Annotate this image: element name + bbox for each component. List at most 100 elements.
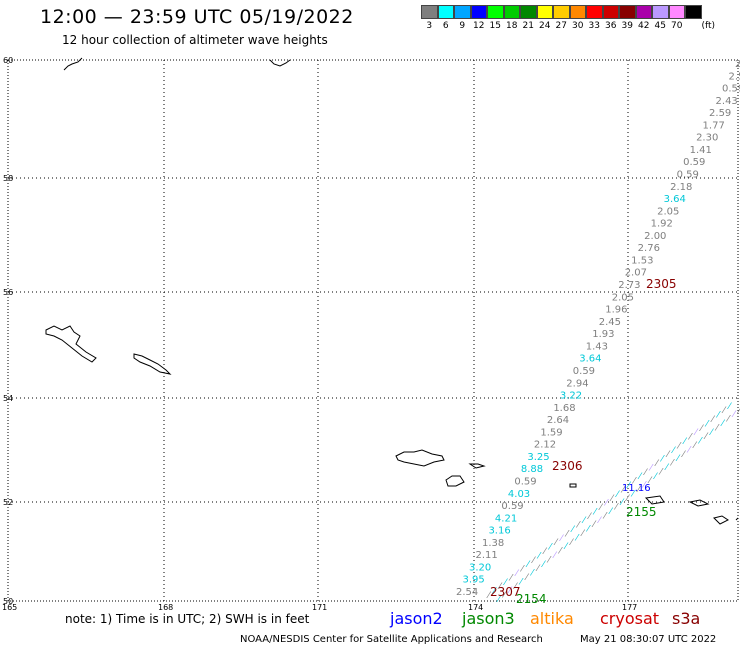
coastlines — [45, 57, 739, 525]
footer-note: note: 1) Time is in UTC; 2) SWH is in fe… — [65, 612, 310, 626]
scale-swatches — [421, 5, 715, 19]
scale-swatch — [685, 5, 702, 19]
scale-label: 3 — [426, 21, 433, 31]
wave-height-label: 1.43 — [586, 341, 608, 352]
wave-height-label: 2.00 — [644, 231, 666, 242]
coastline — [735, 517, 739, 521]
swath-mark: ⁄ — [665, 450, 671, 460]
swath-mark: ⁄ — [530, 569, 536, 579]
swath-mark: ⁄ — [592, 507, 598, 517]
swath-mark: ⁄ — [609, 494, 615, 504]
scale-swatch — [503, 5, 520, 19]
swath-mark: ⁄ — [597, 516, 603, 526]
scale-swatch — [421, 5, 438, 19]
page-subtitle: 12 hour collection of altimeter wave hei… — [62, 33, 328, 47]
coastline — [713, 515, 729, 525]
wave-height-label: 1.68 — [553, 403, 575, 414]
scale-label: 18 — [506, 21, 518, 31]
swath-mark: ⁄ — [514, 569, 520, 579]
swath-mark: ⁄ — [604, 499, 610, 509]
swath-mark: ⁄ — [619, 498, 625, 508]
swath-mark: ⁄ — [615, 490, 621, 500]
satellite-swath-diagonal: ⁄ ⁄⁄ ⁄⁄ ⁄⁄ ⁄⁄ ⁄⁄ ⁄⁄ ⁄⁄ ⁄⁄ ⁄⁄ ⁄⁄ ⁄⁄ ⁄⁄ ⁄⁄ ⁄⁄ ⁄⁄ ⁄⁄ ⁄⁄ ⁄⁄ ⁄⁄ ⁄… — [486, 402, 740, 605]
swath-mark: ⁄ — [704, 419, 710, 429]
wave-height-label: 0.59 — [722, 84, 740, 95]
swath-mark: ⁄ — [660, 455, 666, 465]
scale-label — [685, 19, 702, 31]
swath-mark: ⁄ — [542, 547, 548, 557]
swath-mark: ⁄ — [587, 512, 593, 522]
scale-label: 9 — [459, 21, 466, 31]
scale-label: 21 — [522, 21, 534, 31]
swath-mark: ⁄ — [620, 485, 626, 495]
swath-mark: ⁄ — [731, 410, 737, 420]
wave-height-label: 0.59 — [514, 476, 536, 487]
swath-mark: ⁄ — [507, 586, 513, 596]
time-label: 2306 — [552, 459, 583, 473]
wave-height-label: 2.30 — [696, 133, 718, 144]
scale-label: 30 — [572, 21, 584, 31]
page-title: 12:00 — 23:59 UTC 05/19/2022 — [40, 6, 354, 28]
wave-height-label: 1.41 — [690, 145, 712, 156]
swath-mark: ⁄ — [581, 516, 587, 526]
swath-mark: ⁄ — [688, 433, 694, 443]
wave-height-label: 3.22 — [560, 391, 582, 402]
wave-height-label: 2.18 — [670, 182, 692, 193]
scale-swatch — [569, 5, 586, 19]
scale-label: 33 — [588, 21, 600, 31]
scale-swatch — [520, 5, 537, 19]
swath-mark: ⁄ — [496, 595, 502, 605]
scale-unit: (ft) — [701, 21, 716, 31]
wave-height-label: 2.5 — [729, 71, 740, 82]
wave-height-label: 0.59 — [501, 501, 523, 512]
swath-mark: ⁄ — [574, 533, 580, 543]
swath-mark: ⁄ — [608, 507, 614, 517]
scale-label: 36 — [605, 21, 617, 31]
swath-mark: ⁄ — [676, 441, 682, 451]
swath-mark: ⁄ — [553, 538, 559, 548]
swath-mark: ⁄ — [486, 591, 492, 601]
coastline — [45, 325, 97, 363]
swath-mark: ⁄ — [692, 441, 698, 451]
scale-swatch — [586, 5, 603, 19]
wave-height-label: 0.59 — [573, 366, 595, 377]
swath-mark: ⁄ — [664, 463, 670, 473]
swath-mark: ⁄ — [642, 481, 648, 491]
scale-labels: 3 6 9 12 15 18 21 24 27 30 33 36 39 42 45 70 (ft) — [421, 19, 715, 31]
wave-height-label: 2.43 — [716, 96, 738, 107]
legend-jason3: jason3 — [462, 609, 515, 628]
scale-label: 15 — [489, 21, 501, 31]
scale-label: 24 — [539, 21, 551, 31]
swath-mark: ⁄ — [658, 467, 664, 477]
scale-label: 12 — [473, 21, 485, 31]
swath-mark: ⁄ — [703, 432, 709, 442]
swath-mark: ⁄ — [602, 511, 608, 521]
wave-height-label: 2.59 — [709, 108, 731, 119]
swath-mark: ⁄ — [686, 445, 692, 455]
swath-mark: ⁄ — [699, 424, 705, 434]
swath-mark: ⁄ — [716, 411, 722, 421]
swath-mark: ⁄ — [546, 555, 552, 565]
wave-height-label: 2.73 — [618, 280, 640, 291]
swath-mark: ⁄ — [654, 459, 660, 469]
wave-height-label: 3.25 — [527, 452, 549, 463]
scale-label: 70 — [671, 21, 683, 31]
wave-height-label: 2.05 — [657, 206, 679, 217]
legend-altika: altika — [530, 609, 574, 628]
wave-height-label: 2.76 — [638, 243, 660, 254]
legend-cryosat: cryosat — [600, 609, 660, 628]
wave-height-label: 3.16 — [488, 526, 510, 537]
swath-mark: ⁄ — [698, 437, 704, 447]
legend-s3a: s3a — [672, 609, 701, 628]
wave-height-label: 1.59 — [540, 427, 562, 438]
swath-mark: ⁄ — [737, 406, 740, 416]
swath-mark: ⁄ — [626, 481, 632, 491]
wave-height-label: 1.77 — [703, 120, 725, 131]
swath-mark: ⁄ — [709, 428, 715, 438]
swath-mark: ⁄ — [586, 525, 592, 535]
scale-swatch — [652, 5, 669, 19]
wave-height-label: 2.12 — [534, 440, 556, 451]
scale-swatch — [536, 5, 553, 19]
